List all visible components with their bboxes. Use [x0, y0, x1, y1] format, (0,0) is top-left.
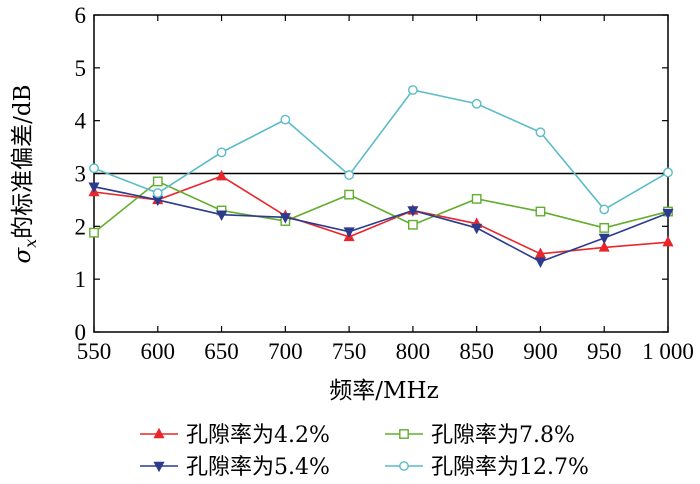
legend-swatch-marker: [153, 461, 165, 473]
data-point: [88, 182, 100, 193]
data-point: [216, 210, 228, 221]
legend-label: 孔隙率为12.7%: [431, 455, 589, 480]
legend-item: 孔隙率为5.4%: [140, 455, 330, 480]
series-3: [88, 182, 674, 269]
legend: 孔隙率为4.2% 孔隙率为7.8% 孔隙率为5.4% 孔隙率为12.7%: [140, 423, 589, 480]
data-point: [535, 127, 546, 138]
data-point: [599, 204, 610, 215]
data-point: [471, 98, 482, 109]
data-point: [535, 206, 546, 217]
x-tick-label: 900: [523, 339, 558, 364]
data-point: [152, 176, 163, 187]
y-axis-title-text: 的标准偏差/dB: [10, 84, 36, 238]
data-point: [662, 208, 674, 220]
series-line: [93, 175, 669, 255]
legend-swatch-marker: [153, 427, 165, 439]
x-tick-label: 700: [268, 339, 303, 364]
data-point: [89, 227, 99, 238]
x-tick-label: 550: [77, 339, 112, 364]
x-tick-label: 600: [141, 339, 176, 364]
x-axis-title: 频率/MHz: [329, 378, 438, 404]
data-point: [471, 193, 482, 204]
series-line: [93, 89, 669, 211]
data-point: [598, 241, 610, 252]
data-point: [343, 227, 355, 238]
data-point: [407, 85, 418, 95]
legend-label: 孔隙率为7.8%: [431, 423, 575, 448]
data-point: [534, 247, 546, 259]
y-tick-label: 5: [75, 56, 87, 81]
data-point: [279, 213, 291, 224]
legend-swatch-marker: [399, 429, 409, 439]
series-line: [93, 180, 669, 234]
x-tick-label: 800: [396, 339, 431, 364]
x-tick-label: 650: [204, 339, 239, 364]
data-point: [407, 206, 419, 217]
y-axis-title: σx的标准偏差/dB: [10, 84, 40, 263]
y-axis-title-symbol: σ: [10, 247, 36, 264]
y-tick-label: 3: [75, 162, 87, 187]
x-tick-label: 850: [459, 339, 494, 364]
y-tick-label: 2: [75, 214, 87, 239]
y-tick-label: 1: [75, 267, 87, 292]
data-point: [662, 235, 674, 247]
data-point: [598, 233, 610, 245]
legend-item: 孔隙率为7.8%: [385, 423, 575, 448]
data-point: [344, 170, 355, 180]
data-point: [599, 223, 610, 233]
y-tick-label: 4: [75, 109, 87, 134]
data-point: [216, 147, 227, 158]
data-point: [89, 163, 99, 174]
y-tick-label: 0: [75, 320, 87, 345]
data-point: [663, 167, 673, 178]
legend-label: 孔隙率为4.2%: [186, 423, 330, 448]
data-point: [280, 114, 291, 125]
data-point: [471, 223, 483, 235]
x-tick-label: 1 000: [642, 339, 694, 364]
data-point: [344, 189, 355, 200]
y-axis-title-subscript: x: [21, 239, 40, 248]
series-4: [89, 85, 673, 215]
y-tick-label: 6: [75, 3, 87, 28]
data-point: [216, 169, 228, 181]
legend-swatch-marker: [399, 461, 409, 471]
legend-item: 孔隙率为4.2%: [140, 423, 330, 448]
data-point: [152, 188, 163, 198]
legend-label: 孔隙率为5.4%: [186, 455, 330, 480]
x-tick-label: 750: [332, 339, 367, 364]
data-point: [534, 257, 546, 269]
data-point: [407, 219, 418, 230]
x-tick-label: 950: [587, 339, 622, 364]
legend-item: 孔隙率为12.7%: [385, 455, 589, 480]
series-line: [93, 185, 669, 263]
